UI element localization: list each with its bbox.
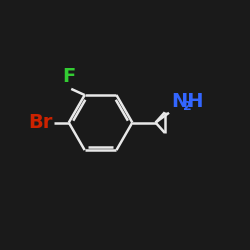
Text: F: F xyxy=(63,68,76,86)
Text: 2: 2 xyxy=(183,100,192,113)
Text: NH: NH xyxy=(172,92,204,111)
Text: Br: Br xyxy=(28,113,52,132)
